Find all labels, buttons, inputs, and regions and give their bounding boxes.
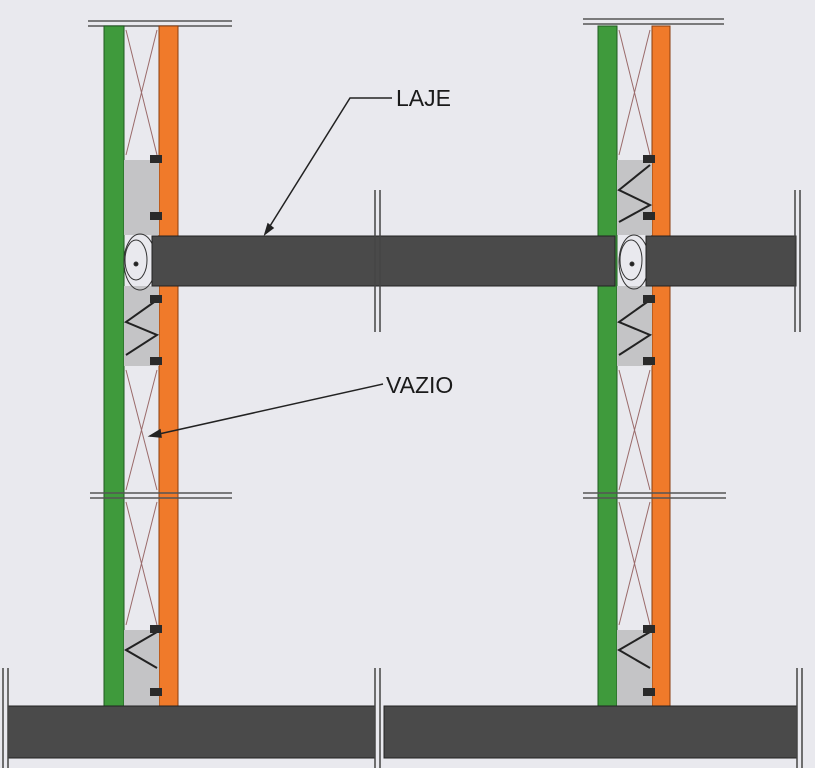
right-wall [583,18,726,707]
upper-slab-left-segment [151,235,616,287]
right-inner-leaf [597,25,618,707]
right-top-cap [583,18,724,25]
left-slab-connection [123,233,157,291]
slab-leader [263,97,392,236]
left-inner-leaf [103,25,125,707]
left-wall [88,20,232,707]
right-outer-leaf [651,25,671,707]
lower-slab-right-segment [383,705,798,759]
upper-slab-right-segment [645,235,797,287]
upper-slab [151,190,801,332]
left-anchor-brackets [150,155,162,696]
void-label: VAZIO [386,372,453,398]
lower-slab-left-segment [7,705,376,759]
slab-label: LAJE [396,85,451,111]
left-void-bracing [125,29,158,626]
left-infill-upper [124,160,159,235]
right-wall-ties [616,164,653,669]
left-outer-leaf [158,25,179,707]
void-leader [147,383,384,438]
lower-slab-break-lines [2,668,803,768]
right-mid-joint [583,492,726,499]
upper-slab-break-lines [374,190,801,332]
right-slab-connection [618,234,650,290]
right-anchor-brackets [643,155,655,696]
left-top-cap [88,20,232,27]
lower-slab [2,668,803,768]
right-void-bracing [618,29,651,626]
left-mid-joint [90,492,232,499]
left-wall-ties [123,299,160,669]
